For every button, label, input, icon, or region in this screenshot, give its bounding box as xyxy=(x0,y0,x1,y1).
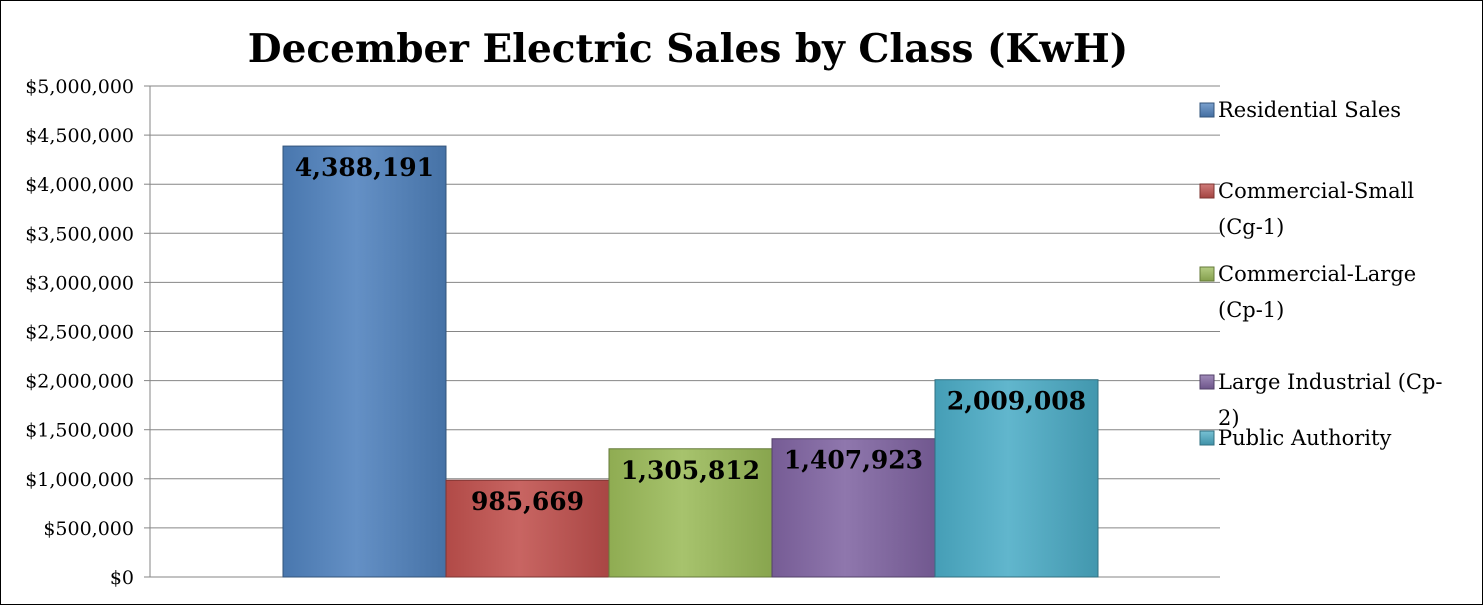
legend-swatch-4 xyxy=(1200,375,1214,389)
legend-label-4: Large Industrial (Cp- xyxy=(1218,370,1443,394)
y-tick-label: $1,000,000 xyxy=(25,469,134,491)
data-label-2: 985,669 xyxy=(471,487,584,516)
y-tick-label: $2,000,000 xyxy=(25,371,134,393)
legend: Residential Sales Commercial-Small (Cg-1) C… xyxy=(1200,98,1443,450)
y-tick-label: $4,500,000 xyxy=(25,125,134,147)
y-tick-label: $500,000 xyxy=(43,518,134,540)
data-label-4: 1,407,923 xyxy=(784,446,923,475)
y-tick-label: $4,000,000 xyxy=(25,174,134,196)
y-tick-label: $3,500,000 xyxy=(25,223,134,245)
bar-1 xyxy=(283,146,446,577)
y-tick-label: $5,000,000 xyxy=(25,76,134,98)
legend-swatch-5 xyxy=(1200,431,1214,445)
legend-label-2: (Cg-1) xyxy=(1218,215,1284,239)
data-label-5: 2,009,008 xyxy=(947,387,1086,416)
legend-swatch-3 xyxy=(1200,267,1214,281)
legend-label-3: (Cp-1) xyxy=(1218,298,1284,322)
legend-swatch-2 xyxy=(1200,184,1214,198)
bars xyxy=(283,146,1098,577)
y-axis: $0 $500,000 $1,000,000 $1,500,000 $2,000,000… xyxy=(25,76,150,589)
y-tick-label: $1,500,000 xyxy=(25,420,134,442)
legend-label-1: Residential Sales xyxy=(1218,98,1401,122)
legend-label-2: Commercial-Small xyxy=(1218,179,1414,203)
y-tick-label: $0 xyxy=(110,567,134,589)
y-tick-label: $3,000,000 xyxy=(25,272,134,294)
chart-title: December Electric Sales by Class (KwH) xyxy=(248,26,1128,72)
legend-swatch-1 xyxy=(1200,103,1214,117)
legend-label-3: Commercial-Large xyxy=(1218,262,1416,286)
legend-label-5: Public Authority xyxy=(1218,426,1391,450)
data-label-3: 1,305,812 xyxy=(621,456,760,485)
data-label-1: 4,388,191 xyxy=(295,153,434,182)
y-tick-label: $2,500,000 xyxy=(25,322,134,344)
